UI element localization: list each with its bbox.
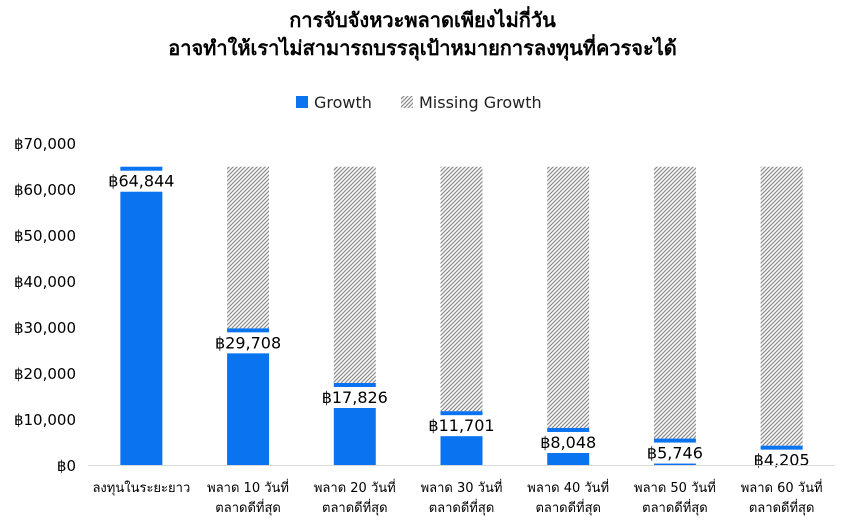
data-label-background <box>425 415 498 437</box>
chart-title-line-1: การจับจังหวะพลาดเพียงไม่กี่วัน <box>289 8 556 32</box>
legend-label-missing-growth: Missing Growth <box>419 93 542 112</box>
x-category-label: ตลาดดีที่สุด <box>215 499 281 516</box>
bar-missing-growth <box>333 166 376 384</box>
x-category-label: พลาด 10 วันที่ <box>207 479 289 496</box>
y-tick-label: ฿60,000 <box>14 181 76 199</box>
data-label-background <box>643 442 706 464</box>
data-label: ฿8,048 <box>540 433 596 452</box>
x-category-label: พลาด 60 วันที่ <box>741 479 823 496</box>
chart-title-line-2: อาจทำให้เราไม่สามารถบรรลุเป้าหมายการลงทุ… <box>168 36 677 60</box>
x-category-label: ตลาดดีที่สุด <box>535 499 601 516</box>
legend-swatch-missing <box>401 96 413 108</box>
legend-swatch-growth <box>296 96 308 108</box>
bar-missing-growth <box>547 166 590 428</box>
data-label-background <box>211 332 285 354</box>
x-category-label: ตลาดดีที่สุด <box>429 499 495 516</box>
x-category-label: พลาด 20 วันที่ <box>314 479 396 496</box>
data-label: ฿17,826 <box>322 388 388 407</box>
data-label-background <box>537 431 600 453</box>
data-label: ฿11,701 <box>428 416 494 435</box>
legend-label-growth: Growth <box>314 93 372 112</box>
x-category-label: ตลาดดีที่สุด <box>642 499 708 516</box>
data-label-background <box>318 387 391 409</box>
bar-growth <box>120 166 163 466</box>
bar-missing-growth <box>227 166 270 329</box>
y-tick-label: ฿10,000 <box>14 411 76 429</box>
data-label: ฿5,746 <box>647 444 703 463</box>
y-tick-label: ฿70,000 <box>14 135 76 153</box>
y-tick-label: ฿20,000 <box>14 365 76 383</box>
x-category-label: ลงทุนในระยะยาว <box>92 480 190 496</box>
data-label: ฿4,205 <box>754 451 810 470</box>
x-category-label: ตลาดดีที่สุด <box>322 499 388 516</box>
bar-missing-growth <box>653 166 696 439</box>
x-category-label: พลาด 40 วันที่ <box>527 479 609 496</box>
y-tick-label: ฿50,000 <box>14 227 76 245</box>
y-tick-label: ฿0 <box>57 457 76 475</box>
y-tick-label: ฿40,000 <box>14 273 76 291</box>
bar-missing-growth <box>760 166 803 446</box>
bar-missing-growth <box>440 166 483 412</box>
data-label-background <box>105 170 178 192</box>
y-tick-label: ฿30,000 <box>14 319 76 337</box>
x-category-label: ตลาดดีที่สุด <box>749 499 815 516</box>
data-label: ฿29,708 <box>215 333 281 352</box>
x-category-label: พลาด 50 วันที่ <box>634 479 716 496</box>
data-label: ฿64,844 <box>108 172 174 191</box>
x-category-label: พลาด 30 วันที่ <box>421 479 503 496</box>
